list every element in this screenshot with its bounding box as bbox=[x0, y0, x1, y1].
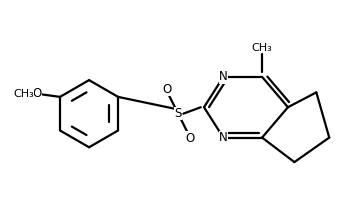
Text: O: O bbox=[33, 87, 42, 100]
Text: CH₃: CH₃ bbox=[13, 89, 34, 99]
Text: N: N bbox=[219, 131, 228, 144]
Text: O: O bbox=[185, 132, 194, 145]
Text: O: O bbox=[162, 83, 171, 96]
Text: N: N bbox=[219, 70, 228, 83]
Text: CH₃: CH₃ bbox=[252, 43, 273, 53]
Text: S: S bbox=[174, 107, 182, 120]
